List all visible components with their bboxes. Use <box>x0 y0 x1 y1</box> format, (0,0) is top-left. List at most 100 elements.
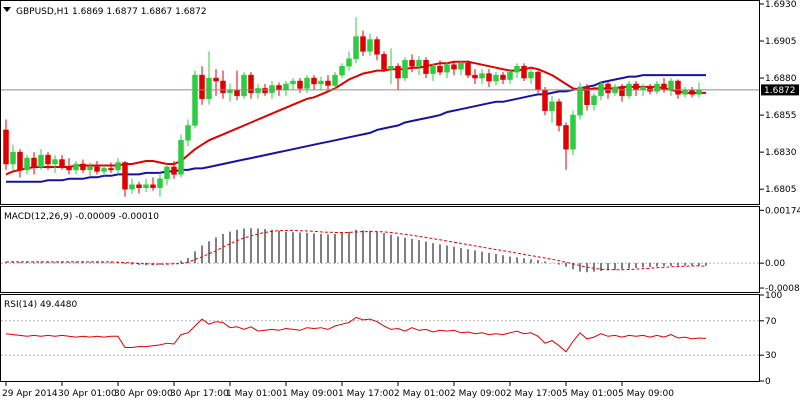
candle <box>507 69 513 84</box>
candle-body <box>192 74 198 126</box>
candle-body <box>10 151 16 165</box>
candle <box>101 163 107 176</box>
candle <box>185 119 191 147</box>
candle-body <box>52 159 58 165</box>
candle <box>619 83 625 102</box>
candle <box>444 61 450 79</box>
candle <box>563 122 569 170</box>
candle <box>171 161 177 179</box>
candle-body <box>458 62 464 70</box>
candle-body <box>45 154 51 165</box>
candle-body <box>430 65 436 74</box>
candle <box>115 158 121 175</box>
candle-body <box>395 65 401 79</box>
candle <box>45 152 51 170</box>
candle <box>220 70 226 99</box>
price-ytick-label: 1.6855 <box>765 111 797 121</box>
candle <box>157 172 163 197</box>
candle-body <box>213 77 219 82</box>
candle <box>311 75 317 90</box>
rsi-ytick-label: 0 <box>765 377 771 387</box>
candle <box>129 178 135 194</box>
rsi-line <box>5 316 707 353</box>
rsi-panel-frame <box>0 294 760 382</box>
candle <box>255 83 261 99</box>
macd-ytick-label: -0.00082 <box>765 284 800 294</box>
candle-body <box>689 89 695 95</box>
candle <box>241 72 247 99</box>
candle <box>206 51 212 105</box>
candle-body <box>157 178 163 188</box>
candle <box>556 98 562 132</box>
candle-body <box>584 86 590 105</box>
time-tick-label: 2 May 09:00 <box>450 389 506 399</box>
candle-body <box>696 89 702 95</box>
time-tick-label: 1 May 09:00 <box>282 389 338 399</box>
candle-body <box>388 65 394 70</box>
candle-body <box>465 62 471 76</box>
candle <box>542 86 548 116</box>
candle <box>647 83 653 95</box>
candle-body <box>668 80 674 91</box>
candle <box>318 76 324 90</box>
candle-body <box>549 101 555 111</box>
candle <box>52 155 58 173</box>
candle <box>87 162 93 176</box>
candle <box>10 144 16 170</box>
candle <box>178 134 184 178</box>
candle-body <box>402 60 408 79</box>
candle-body <box>129 184 135 190</box>
rsi-ytick-label: 70 <box>765 317 777 327</box>
candle <box>381 51 387 73</box>
candle <box>108 162 114 173</box>
rsi-ytick-label: 100 <box>765 291 782 301</box>
candle-body <box>164 166 170 180</box>
time-tick-label: 1 May 17:00 <box>338 389 394 399</box>
candle <box>339 63 345 79</box>
candle-body <box>297 80 303 89</box>
candle <box>465 60 471 79</box>
candle <box>577 82 583 120</box>
candle <box>325 75 331 90</box>
candle-body <box>17 151 23 171</box>
candle-body <box>220 80 226 94</box>
time-tick-label: 30 Apr 17:00 <box>170 389 229 399</box>
candle-body <box>94 166 100 172</box>
candle-body <box>507 71 513 80</box>
candle <box>528 69 534 84</box>
candle-body <box>577 86 583 116</box>
candle <box>514 63 520 79</box>
candle <box>458 60 464 76</box>
candle-body <box>542 89 548 111</box>
candle <box>675 79 681 99</box>
candle <box>472 69 478 84</box>
candle-body <box>535 71 541 91</box>
macd-ytick-label: 0.00174 <box>765 206 800 216</box>
candle-body <box>101 168 107 172</box>
candle-body <box>290 80 296 85</box>
candle-body <box>486 73 492 82</box>
macd-ytick-label: 0.00 <box>765 259 785 269</box>
candle-body <box>59 159 65 168</box>
candle <box>486 69 492 87</box>
candle <box>549 95 555 123</box>
collapse-arrow-icon[interactable] <box>3 7 11 12</box>
macd-signal-line <box>6 229 707 271</box>
candle <box>416 55 422 76</box>
candle <box>3 119 9 170</box>
candle-body <box>122 162 128 190</box>
candle <box>360 30 366 56</box>
candle <box>136 181 142 194</box>
candle <box>332 72 338 90</box>
candle-body <box>423 60 429 74</box>
candle-body <box>528 71 534 79</box>
candle-body <box>647 86 653 92</box>
candle <box>479 69 485 84</box>
candle-body <box>682 89 688 95</box>
candle <box>248 72 254 99</box>
candle-body <box>332 74 338 86</box>
candle <box>654 81 660 95</box>
time-tick-label: 2 May 17:00 <box>506 389 562 399</box>
